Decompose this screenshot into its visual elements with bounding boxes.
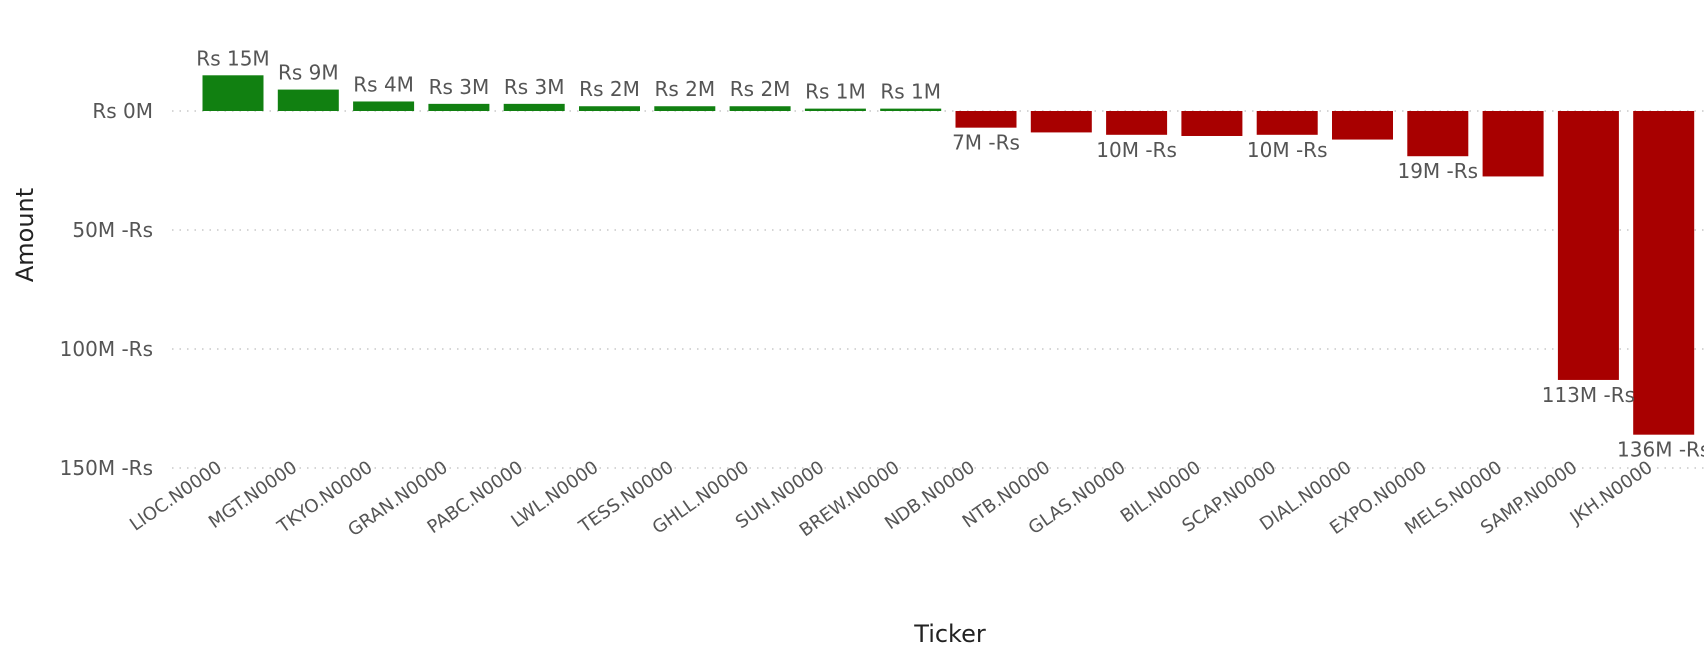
bar[interactable] [1181,111,1243,136]
data-label: 7M -Rs [952,131,1020,155]
data-label: Rs 3M [504,75,565,99]
bar[interactable] [1407,111,1469,157]
x-tick-label: JKH.N0000 [1566,457,1657,529]
bar[interactable] [804,108,866,111]
data-label: 19M -Rs [1397,159,1478,183]
bar[interactable] [202,75,264,111]
bar[interactable] [503,103,565,111]
bar[interactable] [1482,111,1544,177]
data-label: Rs 1M [880,80,941,104]
data-label: 10M -Rs [1247,138,1328,162]
data-label: Rs 1M [805,80,866,104]
x-axis-categories: LIOC.N0000MGT.N0000TKYO.N0000GRAN.N0000P… [126,457,1656,541]
bar[interactable] [1030,111,1092,133]
y-tick-label: 50M -Rs [72,218,153,242]
bar[interactable] [428,103,490,111]
bars [202,75,1695,435]
data-label: Rs 2M [579,77,640,101]
data-label: Rs 9M [278,61,339,85]
y-tick-label: 150M -Rs [60,456,153,480]
data-label: 113M -Rs [1542,383,1635,407]
bar[interactable] [1106,111,1168,135]
data-label: Rs 4M [353,72,414,96]
bar[interactable] [1633,111,1695,435]
data-label: Rs 15M [196,46,269,70]
bar[interactable] [353,101,415,111]
data-labels: Rs 15M Rs 9M Rs 4M Rs 3M Rs 3M Rs 2M Rs 2M Rs 2… [196,46,1704,461]
bar[interactable] [1332,111,1393,140]
y-axis-ticks: Rs 0M 50M -Rs 100M -Rs 150M -Rs [60,99,153,480]
data-label: 136M -Rs [1617,438,1704,462]
bar[interactable] [729,106,791,111]
bar[interactable] [1557,111,1619,380]
data-label: Rs 2M [654,77,715,101]
y-tick-label: 100M -Rs [60,337,153,361]
data-label: 10M -Rs [1096,138,1177,162]
data-label: Rs 2M [730,77,791,101]
bar[interactable] [1256,111,1318,135]
y-axis-title: Amount [11,188,39,282]
bar[interactable] [955,111,1017,128]
y-tick-label: Rs 0M [92,99,153,123]
data-label: Rs 3M [429,75,490,99]
x-axis-title: Ticker [913,620,986,647]
bar[interactable] [654,106,716,111]
bar[interactable] [880,108,942,111]
bar[interactable] [579,106,640,111]
bar[interactable] [277,89,339,111]
